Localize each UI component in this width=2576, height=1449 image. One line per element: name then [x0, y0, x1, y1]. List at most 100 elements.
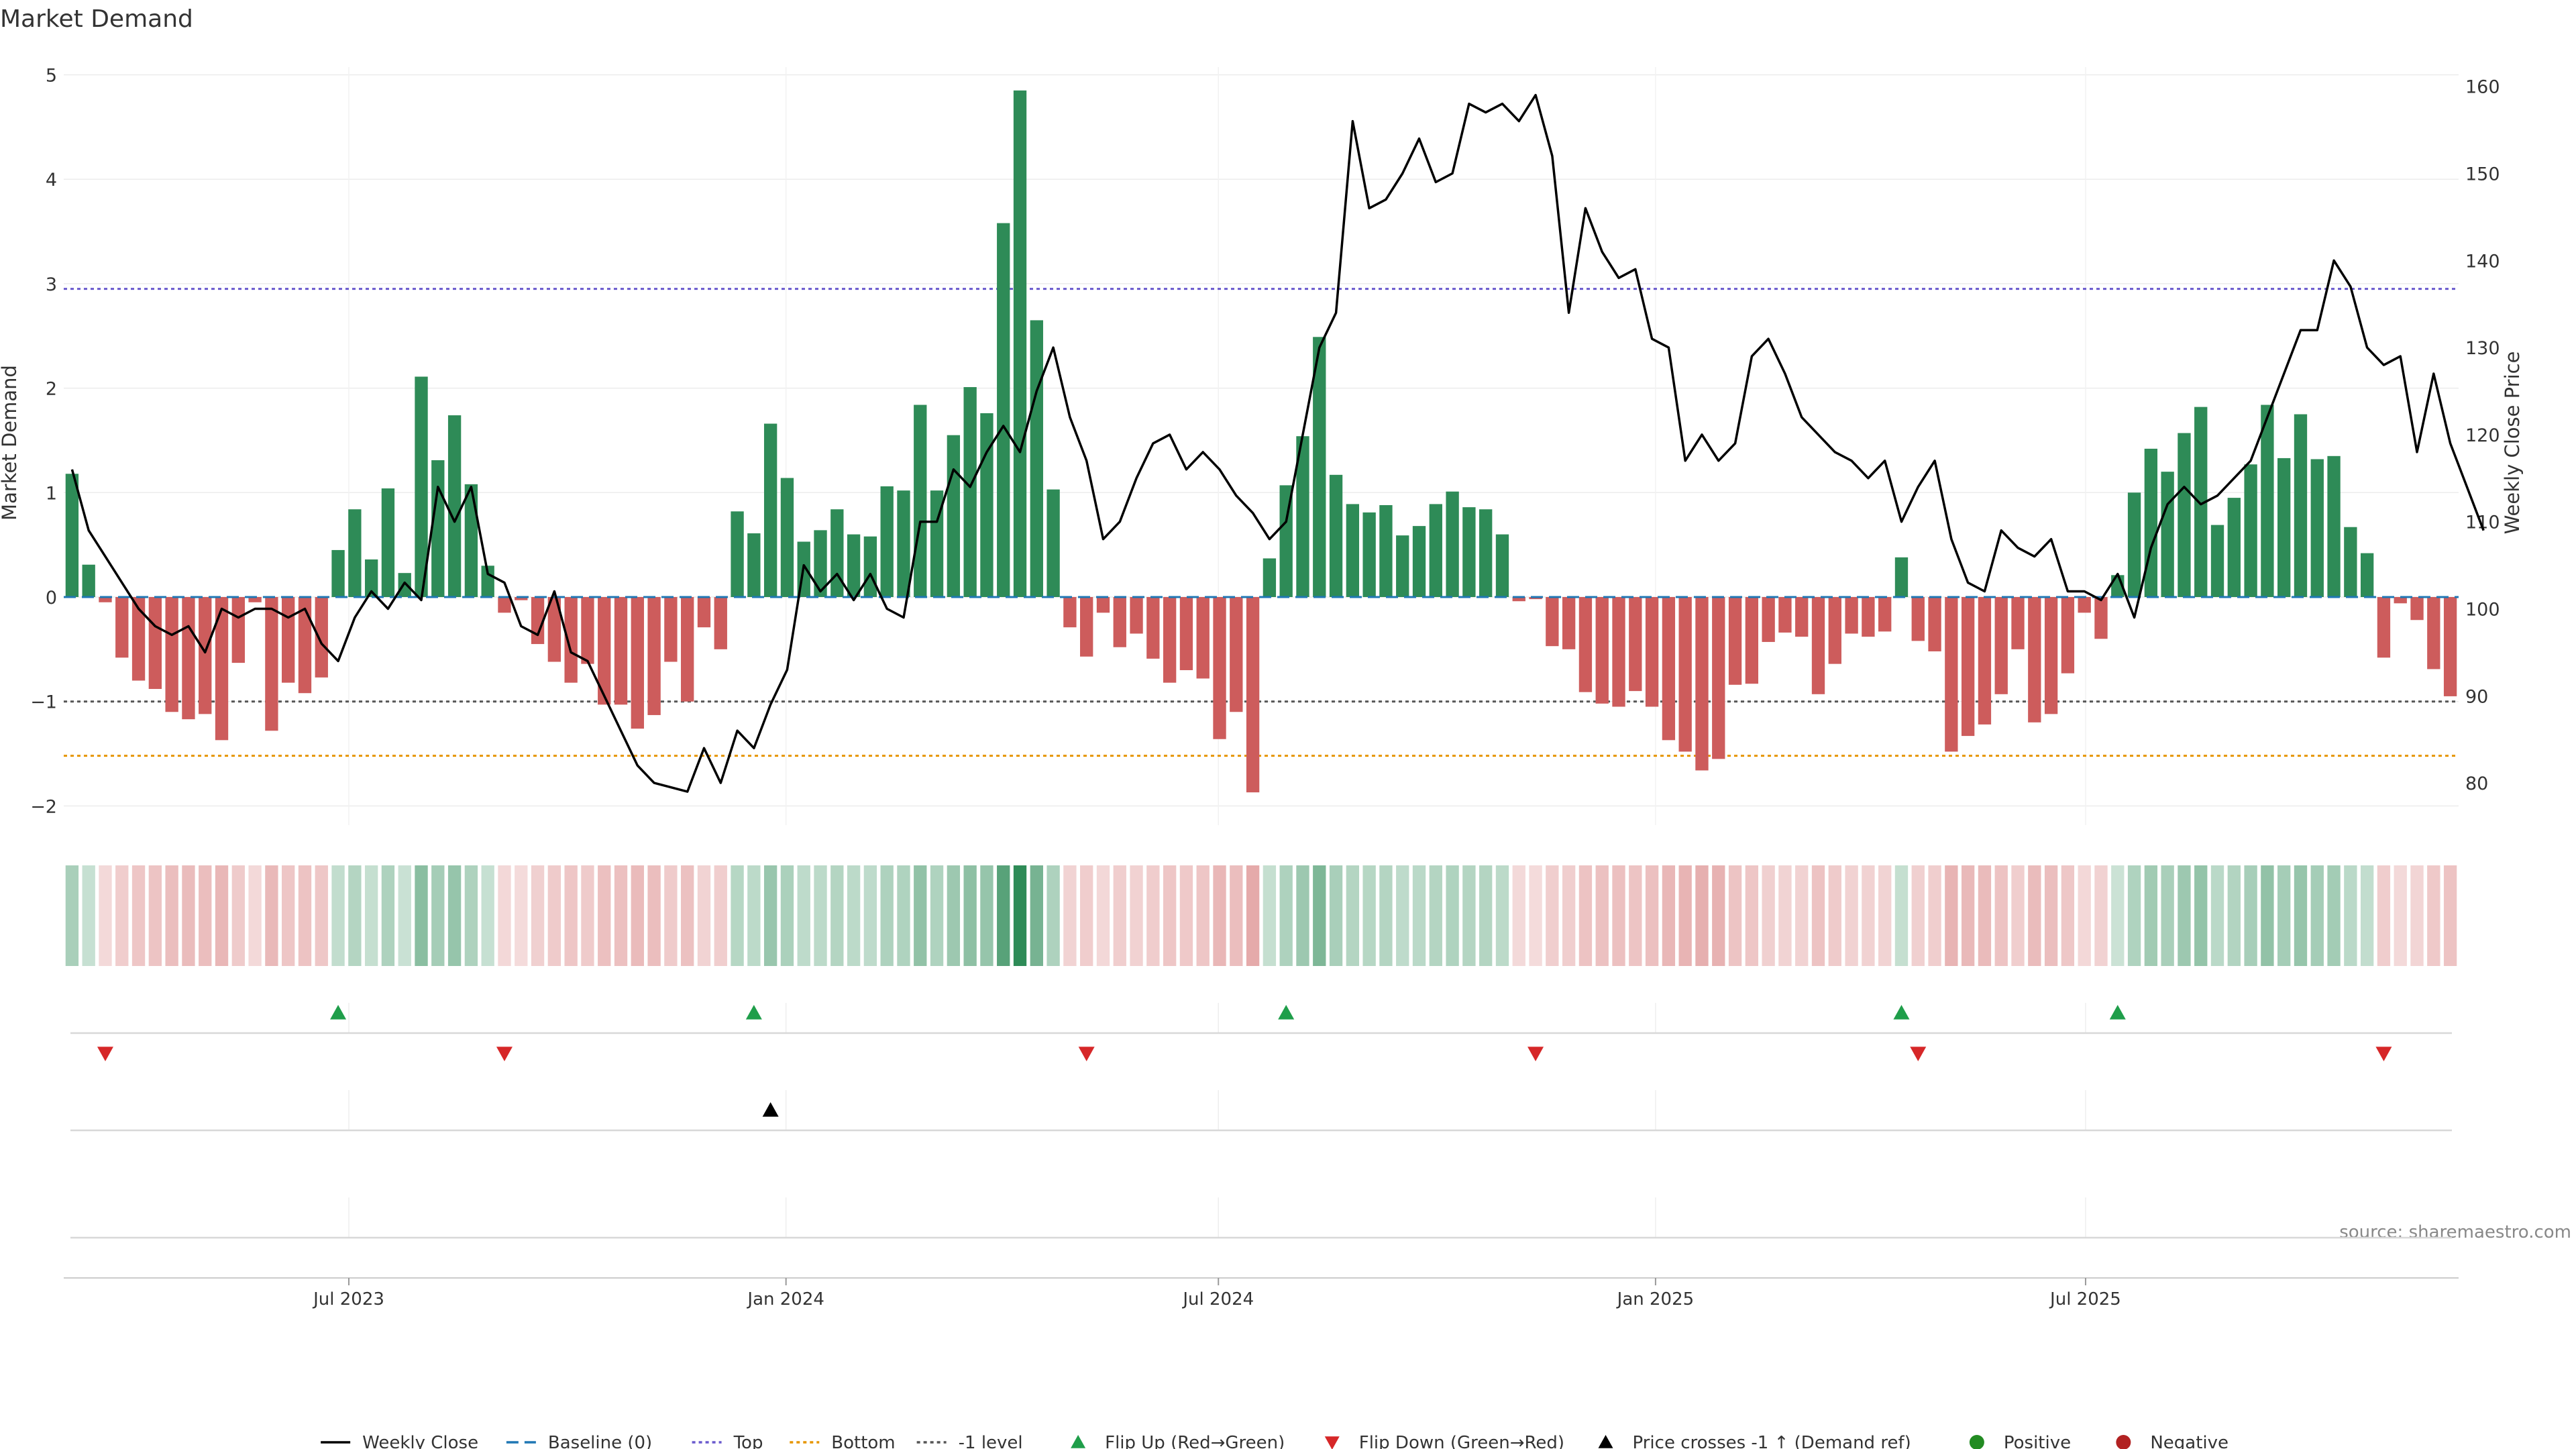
demand-bar [763, 423, 777, 597]
flip-up-marker [330, 1005, 347, 1020]
x-tick-label: Jul 2025 [2049, 1289, 2121, 1309]
heat-strip-cell [647, 865, 661, 966]
demand-bar [1096, 597, 1110, 613]
heat-strip-cell [1629, 865, 1642, 966]
heat-strip-cell [1146, 865, 1160, 966]
heat-strip-cell [1013, 865, 1027, 966]
demand-bar [99, 597, 112, 602]
x-tick-label: Jul 2024 [1181, 1289, 1254, 1309]
demand-bar [1762, 597, 1775, 642]
demand-bar [82, 564, 95, 597]
demand-bar [1629, 597, 1642, 692]
y-right-tick-label: 130 [2465, 338, 2500, 359]
demand-bar [2028, 597, 2041, 722]
demand-bar [1429, 504, 1442, 597]
demand-bar [282, 597, 295, 683]
demand-bar [547, 597, 561, 662]
demand-bar [1063, 597, 1077, 628]
flip-up-marker [2109, 1005, 2126, 1020]
heat-strip-cell [1396, 865, 1409, 966]
demand-bar [2277, 458, 2291, 597]
demand-bar [1030, 320, 1043, 597]
heat-strip-cell [2044, 865, 2058, 966]
demand-bar [1994, 597, 2008, 694]
demand-bar [331, 549, 345, 597]
heat-strip-cell [148, 865, 162, 966]
legend-swatch [1969, 1435, 1984, 1449]
demand-bar [980, 413, 994, 597]
heat-strip-cell [2194, 865, 2208, 966]
heat-strip-cell [1030, 865, 1043, 966]
demand-bar [2410, 597, 2424, 621]
heat-strip-cell [1529, 865, 1542, 966]
heat-strip-cell [165, 865, 178, 966]
heat-strip-cell [1894, 865, 1909, 966]
heat-strip-cell [1313, 865, 1326, 966]
demand-bar [2427, 597, 2440, 669]
heat-strip-cell [431, 865, 445, 966]
heat-strip-cell [1562, 865, 1576, 966]
heat-strip-cell [1828, 865, 1841, 966]
heat-strip-cell [1179, 865, 1193, 966]
demand-bar [231, 597, 245, 663]
demand-bar [1578, 597, 1593, 692]
demand-bar [1529, 597, 1542, 600]
heat-strip-cell [2310, 865, 2324, 966]
heat-strip-cell [914, 865, 927, 966]
price-cross-marker [762, 1102, 779, 1117]
demand-bar [1978, 597, 1992, 724]
heat-strip-cell [2127, 865, 2141, 966]
demand-bar [65, 474, 79, 597]
heat-strip-cell [2111, 865, 2125, 966]
demand-bar [182, 597, 195, 720]
demand-bar [1462, 507, 1476, 597]
heat-strip-cell [2078, 865, 2091, 966]
demand-bar [2244, 464, 2257, 597]
demand-bar [2094, 597, 2108, 639]
legend-swatch [1071, 1435, 1086, 1448]
heat-strip-cell [248, 865, 262, 966]
demand-bar [447, 415, 462, 597]
heat-strip-cell [99, 865, 112, 966]
demand-bar [2061, 597, 2075, 674]
demand-bar [1928, 597, 1941, 651]
demand-bar [1645, 597, 1659, 707]
heat-strip-cell [1279, 865, 1293, 966]
heat-strip-cell [1329, 865, 1343, 966]
demand-bar [1828, 597, 1841, 664]
heat-strip-cell [1845, 865, 1858, 966]
heat-strip-cell [1695, 865, 1709, 966]
heat-strip-cell [348, 865, 362, 966]
demand-bar [1246, 597, 1260, 793]
demand-bar [199, 597, 212, 714]
heat-strip-cell [547, 865, 561, 966]
heat-strip-cell [1945, 865, 1958, 966]
heat-strip-cell [1246, 865, 1260, 966]
heat-strip-cell [1978, 865, 1992, 966]
heat-strip-cell [1479, 865, 1493, 966]
y-right-tick-label: 140 [2465, 251, 2500, 272]
heat-strip-cell [298, 865, 312, 966]
demand-bar [681, 597, 694, 702]
heat-strip-cell [1512, 865, 1525, 966]
demand-bar [847, 534, 861, 597]
heat-strip-cell [2244, 865, 2257, 966]
heat-strip-cell [1296, 865, 1309, 966]
heat-strip-cell [631, 865, 644, 966]
demand-bar [1795, 597, 1809, 637]
demand-bar [364, 559, 378, 597]
heat-strip-cell [82, 865, 95, 966]
heat-strip-cell [1412, 865, 1426, 966]
heat-strip-cell [780, 865, 794, 966]
heat-strip-cell [614, 865, 628, 966]
heat-strip-cell [1762, 865, 1775, 966]
demand-bar [2227, 498, 2241, 597]
heat-strip-cell [215, 865, 229, 966]
heat-strip-cell [398, 865, 411, 966]
heat-strip-cell [1263, 865, 1277, 966]
legend-label: Price crosses -1 ↑ (Demand ref) [1633, 1433, 1911, 1449]
demand-bar [1446, 491, 1459, 597]
y-axis-right-label: Weekly Close Price [2501, 352, 2524, 535]
y-right-tick-label: 80 [2465, 773, 2488, 794]
